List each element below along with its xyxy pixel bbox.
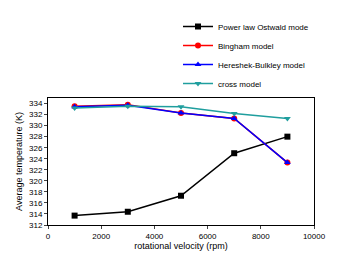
svg-text:330: 330: [29, 121, 43, 130]
svg-text:316: 316: [29, 199, 43, 208]
svg-text:Power law Ostwald mode: Power law Ostwald mode: [218, 23, 309, 32]
svg-text:322: 322: [29, 166, 43, 175]
svg-text:4000: 4000: [146, 232, 164, 241]
svg-text:328: 328: [29, 132, 43, 141]
svg-text:rotational velocity (rpm): rotational velocity (rpm): [134, 241, 228, 251]
svg-text:318: 318: [29, 188, 43, 197]
svg-text:314: 314: [29, 210, 43, 219]
svg-text:320: 320: [29, 177, 43, 186]
svg-text:2000: 2000: [92, 232, 110, 241]
svg-text:10000: 10000: [303, 232, 326, 241]
svg-text:8000: 8000: [252, 232, 270, 241]
svg-text:Average temperature (K): Average temperature (K): [14, 112, 24, 211]
svg-text:332: 332: [29, 110, 43, 119]
svg-text:Bingham model: Bingham model: [218, 42, 274, 51]
svg-text:Hereshek-Bulkley model: Hereshek-Bulkley model: [218, 61, 305, 70]
svg-text:326: 326: [29, 144, 43, 153]
svg-text:cross model: cross model: [218, 80, 261, 89]
svg-text:6000: 6000: [199, 232, 217, 241]
svg-text:334: 334: [29, 99, 43, 108]
svg-text:0: 0: [46, 232, 51, 241]
svg-text:324: 324: [29, 155, 43, 164]
svg-text:312: 312: [29, 221, 43, 230]
